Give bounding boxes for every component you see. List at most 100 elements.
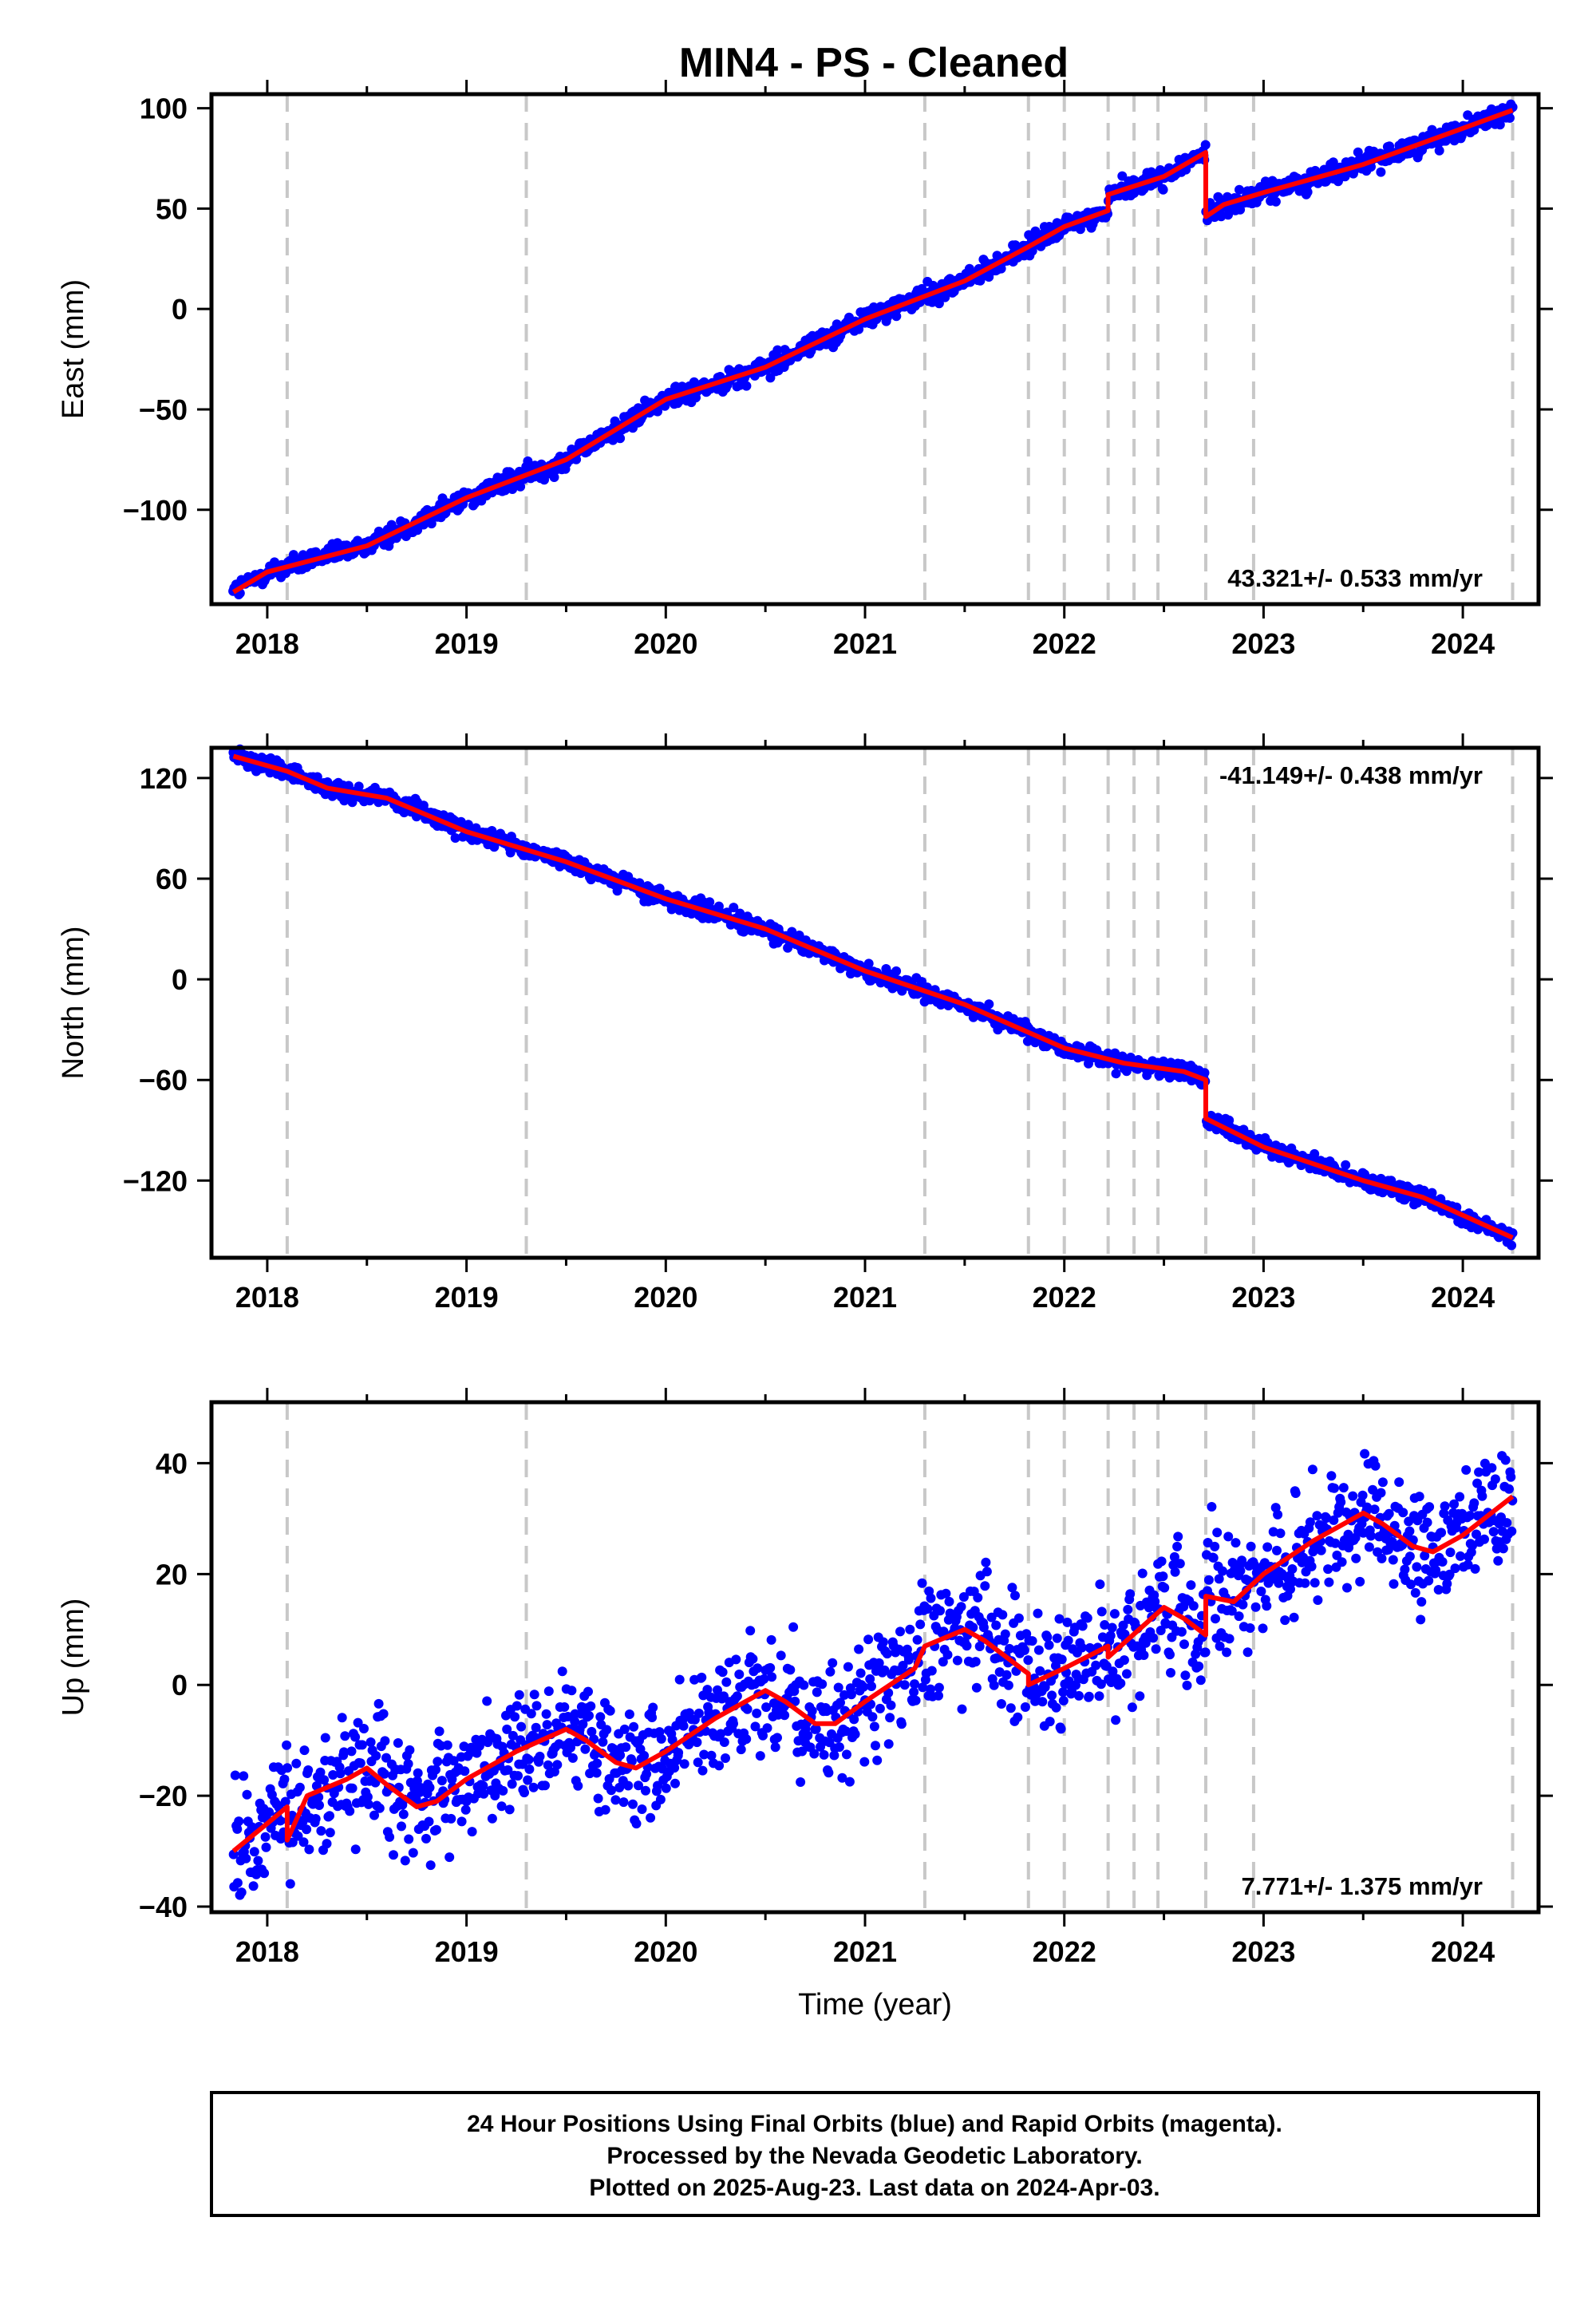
data-point — [325, 1811, 334, 1821]
data-point — [1330, 1538, 1341, 1548]
data-points — [228, 1448, 1518, 1900]
data-point — [970, 1657, 981, 1667]
x-tick-label: 2020 — [634, 1281, 697, 1314]
data-point — [478, 1780, 488, 1791]
data-point — [1235, 184, 1244, 195]
data-point — [1507, 1240, 1517, 1251]
data-point — [1495, 120, 1505, 130]
data-point — [1338, 1483, 1349, 1493]
data-point — [552, 1760, 563, 1770]
data-point — [1007, 1583, 1017, 1593]
data-point — [379, 1769, 389, 1779]
data-point — [1144, 1603, 1154, 1613]
data-point — [935, 1606, 945, 1616]
data-point — [347, 1783, 358, 1793]
data-point — [891, 966, 902, 976]
data-point — [1165, 1650, 1175, 1660]
data-point — [1077, 1642, 1087, 1653]
data-point — [1037, 1697, 1048, 1707]
data-point — [1195, 1675, 1206, 1686]
data-point — [1468, 1540, 1477, 1551]
data-point — [926, 1666, 937, 1676]
data-point — [450, 833, 460, 843]
data-point — [319, 1775, 330, 1785]
data-point — [772, 345, 783, 355]
data-point — [1414, 1492, 1424, 1502]
data-point — [752, 1708, 762, 1718]
data-point — [1063, 1635, 1073, 1646]
x-tick-label: 2021 — [833, 1281, 897, 1314]
data-point — [1456, 1551, 1465, 1561]
data-point — [1200, 1647, 1211, 1658]
data-point — [1095, 1579, 1105, 1590]
data-point — [512, 1701, 522, 1711]
data-point — [1019, 1645, 1029, 1655]
data-point — [1158, 184, 1168, 195]
data-point — [510, 1712, 520, 1722]
data-point — [918, 1682, 928, 1693]
data-point — [1173, 1531, 1183, 1542]
data-point — [381, 1753, 391, 1763]
data-point — [405, 1745, 415, 1755]
data-point — [261, 1842, 271, 1852]
data-point — [1351, 1553, 1361, 1563]
data-point — [1490, 1474, 1500, 1484]
x-tick-label: 2022 — [1033, 1281, 1096, 1314]
data-point — [1474, 1467, 1484, 1477]
data-point — [922, 1604, 933, 1614]
data-point — [1200, 140, 1211, 150]
data-point — [765, 1662, 776, 1673]
data-point — [362, 1792, 373, 1802]
data-point — [1234, 1611, 1244, 1622]
data-point — [629, 1721, 639, 1732]
panel-north: 2018 2019 2020 2021 2022 2023 2024 120 60 0 −60 −12… — [57, 733, 1553, 1314]
data-point — [1148, 1633, 1159, 1643]
data-point — [655, 1794, 666, 1804]
data-point — [721, 1753, 730, 1763]
data-point — [1010, 1591, 1020, 1601]
data-point — [865, 1674, 875, 1684]
data-point — [1488, 1527, 1499, 1537]
data-point — [385, 1832, 395, 1842]
data-point — [573, 1780, 583, 1791]
data-point — [734, 1670, 745, 1679]
data-point — [891, 311, 902, 322]
model-line — [232, 753, 1514, 1240]
data-point — [1300, 1578, 1310, 1588]
data-point — [1445, 1547, 1456, 1558]
data-point — [859, 1682, 868, 1692]
data-point — [986, 1612, 997, 1622]
data-point — [1364, 1542, 1374, 1552]
data-point — [298, 1837, 309, 1848]
data-point — [328, 1770, 338, 1780]
y-tick-label: 60 — [156, 863, 188, 895]
data-point — [770, 1742, 780, 1753]
data-point — [1370, 1460, 1381, 1471]
data-point — [282, 1763, 293, 1773]
data-point — [731, 1654, 741, 1665]
data-points — [228, 744, 1518, 1251]
data-point — [1035, 1666, 1045, 1676]
data-point — [1323, 1564, 1333, 1575]
footer-box: 24 Hour Positions Using Final Orbits (bl… — [210, 2091, 1540, 2217]
data-point — [895, 1626, 905, 1637]
x-tick-label: 2020 — [634, 1935, 697, 1968]
data-point — [1449, 1499, 1460, 1509]
data-point — [1058, 1696, 1069, 1705]
data-point — [1416, 1597, 1427, 1607]
data-point — [1470, 1563, 1480, 1574]
data-point — [557, 1666, 567, 1677]
data-point — [634, 1780, 643, 1791]
data-point — [325, 1828, 335, 1838]
data-point — [1175, 1559, 1185, 1569]
data-point — [849, 1714, 859, 1725]
data-point — [531, 1701, 542, 1711]
data-point — [1506, 1472, 1516, 1482]
data-point — [585, 1769, 595, 1779]
data-point — [674, 1748, 684, 1758]
data-point — [1231, 1538, 1241, 1548]
data-point — [1111, 1069, 1121, 1079]
y-tick-label: 50 — [156, 192, 188, 225]
data-point — [1100, 1620, 1110, 1630]
data-point — [280, 1796, 290, 1807]
